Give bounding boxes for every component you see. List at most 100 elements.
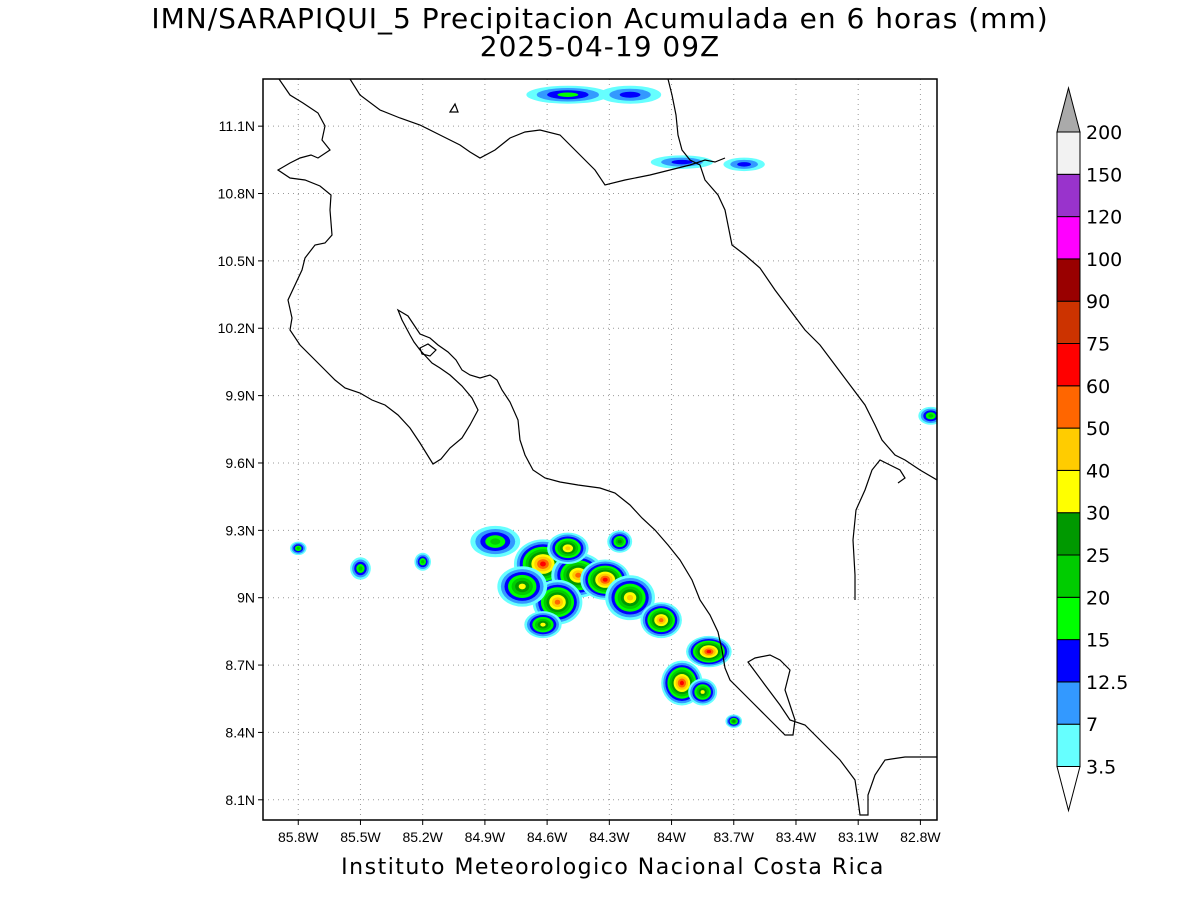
rain-contour [671, 159, 693, 165]
colorbar-swatch [1056, 681, 1081, 725]
coastline [276, 79, 937, 816]
lon-tick-label: 84.6W [527, 829, 568, 845]
rain-contour [737, 162, 752, 167]
lon-tick-label: 84.3W [589, 829, 630, 845]
colorbar-label: 200 [1086, 122, 1122, 144]
lon-tick-label: 82.8W [900, 829, 941, 845]
colorbar-label: 25 [1086, 545, 1110, 567]
lat-tick-label: 11.1N [219, 118, 255, 134]
colorbar-legend: 3.5 7 12.5 15 20 25 30 40 50 60 75 90 100 120 150 200 [1056, 86, 1128, 813]
rain-cell [605, 575, 655, 621]
plot-frame [262, 78, 938, 821]
rain-cell [688, 678, 718, 706]
rain-contour [706, 650, 712, 654]
colorbar-swatch [1056, 216, 1081, 260]
rain-contour [421, 559, 425, 564]
lat-tick-label: 9.6N [225, 455, 255, 471]
rain-cell [918, 406, 937, 425]
lon-tick-label: 84.9W [465, 829, 506, 845]
lon-tick-label: 83.7W [714, 829, 755, 845]
rain-cell [524, 611, 562, 639]
rain-cell [414, 552, 431, 571]
lon-tick-label: 85.8W [278, 829, 319, 845]
colorbar-under-arrow [1056, 766, 1081, 813]
precipitation-field [289, 85, 937, 728]
nicaragua-lake-shore [349, 79, 726, 186]
rain-cell [598, 85, 662, 104]
lon-tick-label: 84W [657, 829, 687, 845]
lat-tick-label: 8.4N [225, 724, 255, 740]
lat-tick-label: 10.5N [218, 253, 255, 269]
colorbar-swatch [1056, 343, 1081, 387]
colorbar-label: 75 [1086, 334, 1110, 356]
rain-cell [470, 525, 521, 558]
rain-contour [602, 577, 608, 582]
rain-contour [679, 680, 684, 686]
panama-border [852, 459, 906, 600]
map-gridlines [263, 79, 937, 820]
rain-contour [518, 583, 526, 590]
colorbar-label: 40 [1086, 460, 1110, 482]
pacific-coastline [276, 79, 937, 816]
colorbar-swatch [1056, 258, 1081, 302]
rain-cell [723, 157, 765, 172]
colorbar-label: 50 [1086, 418, 1110, 440]
osa-islet [419, 343, 437, 357]
colorbar-label: 12.5 [1086, 672, 1128, 694]
map-title: IMN/SARAPIQUI_5 Precipitacion Acumulada … [151, 2, 1049, 35]
rain-contour [540, 561, 546, 567]
lat-tick-label: 9N [237, 590, 255, 606]
colorbar-swatch [1056, 385, 1081, 429]
rain-cell [497, 566, 548, 607]
colorbar-label: 3.5 [1086, 757, 1116, 779]
colorbar-label: 150 [1086, 164, 1122, 186]
lat-tick-label: 9.9N [225, 388, 255, 404]
rain-cell [640, 602, 682, 639]
rain-contour [658, 618, 664, 623]
rain-cell [547, 532, 589, 565]
colorbar-swatch [1056, 173, 1081, 218]
colorbar-label: 120 [1086, 207, 1122, 229]
rain-contour [617, 539, 622, 544]
lon-tick-label: 85.2W [402, 829, 443, 845]
rain-contour [575, 572, 582, 578]
lat-tick-label: 9.3N [225, 522, 255, 538]
colorbar-swatch [1056, 512, 1081, 556]
colorbar-swatch [1056, 427, 1081, 471]
rain-cell [350, 557, 371, 580]
caribbean-coastline [667, 79, 937, 481]
colorbar-label: 60 [1086, 376, 1110, 398]
rain-cell [289, 541, 307, 556]
map-subtitle: 2025-04-19 09Z [479, 30, 721, 63]
colorbar-over-arrow [1056, 86, 1081, 133]
lat-tick-label: 10.8N [218, 186, 255, 202]
rain-contour [732, 719, 736, 723]
colorbar-swatch [1056, 300, 1081, 345]
rain-contour [296, 546, 300, 550]
lat-tick-label: 8.1N [225, 792, 255, 808]
colorbar-label: 90 [1086, 291, 1110, 313]
rain-contour [700, 690, 705, 694]
rain-cell [686, 635, 732, 668]
axis-ticks: 85.8W 85.5W 85.2W 84.9W 84.6W 84.3W 84W 83.7W 83… [218, 118, 942, 845]
rain-contour [557, 92, 579, 97]
plot-background [263, 79, 937, 820]
colorbar-swatch [1056, 723, 1081, 768]
lat-tick-label: 8.7N [225, 657, 255, 673]
rain-cell [607, 530, 633, 553]
rain-cell [725, 714, 743, 728]
rain-contour [358, 566, 363, 571]
rain-contour [540, 622, 546, 627]
rain-contour [626, 594, 634, 601]
map-footer-credit: Instituto Meteorologico Nacional Costa R… [341, 855, 885, 880]
lon-tick-label: 85.5W [340, 829, 381, 845]
lat-tick-label: 10.2N [218, 320, 255, 336]
rain-contour [619, 91, 641, 98]
colorbar-swatch [1056, 131, 1081, 175]
rain-cell [526, 85, 610, 104]
colorbar-label: 100 [1086, 249, 1122, 271]
colorbar-label: 7 [1086, 714, 1098, 736]
colorbar-swatch [1056, 469, 1081, 514]
colorbar-label: 20 [1086, 587, 1110, 609]
